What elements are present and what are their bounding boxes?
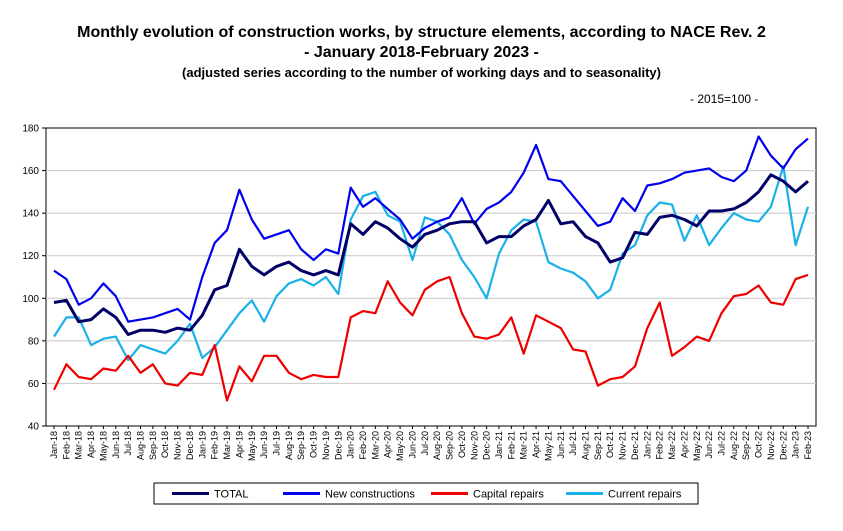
x-tick-label: Dec-22 <box>778 431 788 460</box>
legend-label: Current repairs <box>608 489 682 501</box>
series-line-capital-repairs <box>53 273 809 402</box>
x-tick-label: May-20 <box>395 431 405 461</box>
chart-subtitle: (adjusted series according to the number… <box>182 65 661 80</box>
x-tick-label: Dec-20 <box>482 431 492 460</box>
x-tick-label: Jun-21 <box>556 431 566 459</box>
y-tick-label: 100 <box>22 294 39 305</box>
x-tick-label: Jan-23 <box>791 431 801 459</box>
x-tick-label: Aug-20 <box>432 431 442 460</box>
x-tick-label: Sep-22 <box>741 431 751 460</box>
plot-area <box>45 127 817 427</box>
x-tick-label: Aug-18 <box>136 431 146 460</box>
x-tick-label: Dec-19 <box>333 431 343 460</box>
x-tick-label: May-21 <box>543 431 553 461</box>
x-tick-label: Aug-21 <box>581 431 591 460</box>
y-tick-label: 160 <box>22 166 39 177</box>
x-tick-label: Nov-21 <box>618 431 628 460</box>
series-line-current-repairs <box>53 165 810 362</box>
x-tick-label: Oct-19 <box>309 431 319 458</box>
x-tick-label: Oct-18 <box>160 431 170 458</box>
x-tick-label: Aug-22 <box>729 431 739 460</box>
x-tick-label: Jan-22 <box>642 431 652 459</box>
x-tick-label: Jul-19 <box>271 431 281 456</box>
x-tick-label: Jan-18 <box>49 431 59 459</box>
x-tick-label: Apr-22 <box>679 431 689 458</box>
x-tick-label: Mar-20 <box>370 431 380 460</box>
x-tick-label: Feb-20 <box>358 431 368 460</box>
x-tick-label: Nov-18 <box>173 431 183 460</box>
series-line-total <box>53 173 809 336</box>
x-tick-label: Jul-20 <box>420 431 430 456</box>
x-tick-label: Nov-22 <box>766 431 776 460</box>
x-tick-label: Jan-21 <box>494 431 504 459</box>
x-tick-label: Jun-22 <box>704 431 714 459</box>
x-tick-label: Jun-19 <box>259 431 269 459</box>
x-tick-label: Feb-22 <box>655 431 665 460</box>
x-tick-label: May-18 <box>98 431 108 461</box>
x-tick-label: Oct-21 <box>605 431 615 458</box>
x-tick-label: Nov-19 <box>321 431 331 460</box>
y-tick-label: 60 <box>28 379 40 390</box>
x-tick-label: Feb-21 <box>506 431 516 460</box>
x-tick-label: Oct-20 <box>457 431 467 458</box>
x-tick-label: May-19 <box>247 431 257 461</box>
chart-title: Monthly evolution of construction works,… <box>77 24 766 41</box>
x-tick-label: Jun-20 <box>407 431 417 459</box>
x-tick-label: Jan-19 <box>197 431 207 459</box>
x-tick-label: Jan-20 <box>346 431 356 459</box>
y-tick-label: 120 <box>22 251 39 262</box>
x-tick-label: Aug-19 <box>284 431 294 460</box>
x-tick-label: Apr-18 <box>86 431 96 458</box>
legend-label: New constructions <box>325 489 415 501</box>
x-tick-label: Sep-21 <box>593 431 603 460</box>
x-tick-label: Jun-18 <box>111 431 121 459</box>
y-tick-label: 140 <box>22 209 39 220</box>
grid-lines <box>46 170 816 384</box>
legend-label: Capital repairs <box>473 489 544 501</box>
x-tick-label: Dec-18 <box>185 431 195 460</box>
y-tick-label: 80 <box>28 336 40 347</box>
x-tick-label: Apr-19 <box>234 431 244 458</box>
y-axis: 40 60 80 100 120 140 160 180 <box>22 124 46 433</box>
x-tick-label: Jul-18 <box>123 431 133 456</box>
y-tick-label: 180 <box>22 124 39 135</box>
x-tick-label: Feb-23 <box>803 431 813 460</box>
x-tick-label: Mar-21 <box>519 431 529 460</box>
x-tick-label: Mar-18 <box>74 431 84 460</box>
x-tick-label: Mar-22 <box>667 431 677 460</box>
x-tick-label: Feb-19 <box>210 431 220 460</box>
base-year-note: - 2015=100 - <box>690 92 759 106</box>
x-tick-label: Jul-21 <box>568 431 578 456</box>
x-tick-label: Sep-20 <box>445 431 455 460</box>
x-tick-label: Mar-19 <box>222 431 232 460</box>
series-lines <box>53 135 810 402</box>
x-tick-label: Oct-22 <box>754 431 764 458</box>
series-line-new-constructions <box>53 135 809 323</box>
legend-label: TOTAL <box>214 489 248 501</box>
chart-title-period: - January 2018-February 2023 - <box>304 44 539 61</box>
x-tick-label: Jul-22 <box>716 431 726 456</box>
x-tick-label: Feb-18 <box>61 431 71 460</box>
x-tick-label: May-22 <box>692 431 702 461</box>
x-tick-label: Apr-20 <box>383 431 393 458</box>
x-tick-label: Dec-21 <box>630 431 640 460</box>
x-tick-label: Sep-19 <box>296 431 306 460</box>
legend: TOTAL New constructions Capital repairs Cur… <box>172 489 682 501</box>
x-tick-label: Sep-18 <box>148 431 158 460</box>
x-tick-label: Apr-21 <box>531 431 541 458</box>
y-tick-label: 40 <box>28 422 40 433</box>
legend-box <box>153 482 699 505</box>
x-tick-label: Nov-20 <box>469 431 479 460</box>
x-axis: Jan-18 Feb-18 Mar-18 Apr-18 May-18 Jun-18 Jul-… <box>49 426 813 461</box>
